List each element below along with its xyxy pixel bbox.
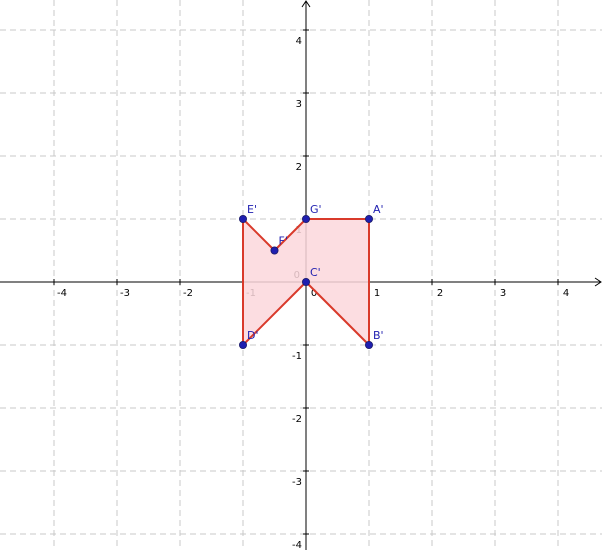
y-tick-label: -3 <box>292 477 302 488</box>
vertex-label: A' <box>373 203 384 216</box>
x-tick-label: 1 <box>374 288 380 299</box>
vertex-labels: A' B' C' D' E' F' G' <box>247 203 384 342</box>
vertex-label: E' <box>247 203 257 216</box>
y-axis-arrow-icon <box>301 0 311 8</box>
vertex-label: G' <box>310 203 322 216</box>
vertex-points <box>238 214 373 349</box>
x-tick-label: 2 <box>437 288 443 299</box>
tick-labels: 0 -4-3-2-101234-4-3-2-11234 <box>57 36 569 550</box>
polygon-edge <box>305 281 370 346</box>
vertex-point[interactable] <box>364 340 373 349</box>
x-tick-label: -4 <box>57 288 67 299</box>
y-tick-label: 2 <box>296 162 302 173</box>
vertex-label: B' <box>373 329 384 342</box>
y-tick-label: -4 <box>292 540 302 550</box>
x-tick-label: 3 <box>500 288 506 299</box>
y-tick-label: -1 <box>292 351 302 362</box>
vertex-point[interactable] <box>301 277 310 286</box>
vertex-label: C' <box>310 266 321 279</box>
vertex-point[interactable] <box>270 246 279 255</box>
polygon-edge <box>242 218 276 252</box>
polygon-edge <box>273 218 307 252</box>
polygon-edge <box>242 281 307 346</box>
x-tick-label: -2 <box>183 288 193 299</box>
vertex-point[interactable] <box>238 214 247 223</box>
vertex-label: F' <box>279 235 288 248</box>
y-tick-label: -2 <box>292 414 302 425</box>
y-tick-label: 4 <box>296 36 302 47</box>
x-axis-arrow-icon <box>594 277 602 287</box>
polygon-edges <box>242 218 370 346</box>
y-tick-label: 3 <box>296 99 302 110</box>
x-tick-label: -3 <box>120 288 130 299</box>
vertex-point[interactable] <box>238 340 247 349</box>
vertex-point[interactable] <box>364 214 373 223</box>
vertex-label: D' <box>247 329 259 342</box>
vertex-point[interactable] <box>301 214 310 223</box>
x-tick-label: 4 <box>563 288 569 299</box>
x-tick-label: 0 <box>311 288 317 299</box>
